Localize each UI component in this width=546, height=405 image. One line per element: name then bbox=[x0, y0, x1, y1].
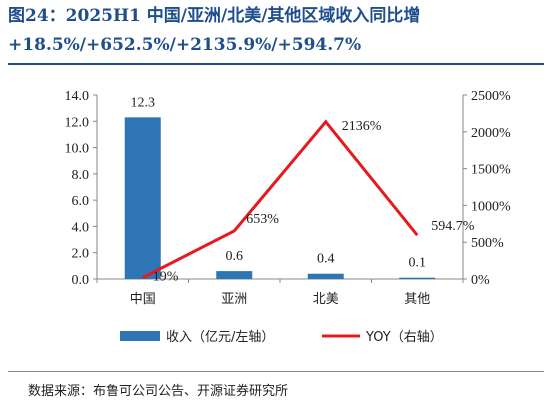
left-tick-label: 10.0 bbox=[65, 142, 90, 157]
title-line-2: +18.5%/+652.5%/+2135.9%/+594.7% bbox=[8, 35, 362, 55]
bar-data-label: 12.3 bbox=[131, 95, 156, 110]
left-tick-label: 2.0 bbox=[72, 247, 90, 262]
source-note: 数据来源：布鲁可公司公告、开源证券研究所 bbox=[28, 384, 289, 399]
line-data-label: 19% bbox=[153, 270, 179, 285]
bar-data-label: 0.4 bbox=[317, 252, 335, 267]
right-tick-label: 1000% bbox=[471, 199, 511, 214]
legend-label-bar: 收入（亿元/左轴） bbox=[166, 330, 274, 345]
bar bbox=[216, 271, 253, 279]
bar bbox=[399, 277, 436, 279]
right-tick-label: 1500% bbox=[471, 163, 511, 178]
bar-data-label: 0.6 bbox=[226, 249, 244, 264]
line-data-label: 653% bbox=[246, 212, 279, 227]
left-tick-label: 6.0 bbox=[72, 194, 90, 209]
category-label: 北美 bbox=[313, 292, 339, 307]
title-line-1: 图24：2025H1 中国/亚洲/北美/其他区域收入同比增 bbox=[8, 6, 421, 26]
title-rule bbox=[8, 63, 544, 65]
category-label: 亚洲 bbox=[221, 292, 247, 307]
left-tick-label: 12.0 bbox=[65, 115, 90, 130]
line-data-label: 2136% bbox=[342, 119, 382, 134]
bar bbox=[307, 273, 344, 279]
right-tick-label: 500% bbox=[471, 236, 504, 251]
legend-label-line: YOY（右轴） bbox=[365, 330, 443, 345]
left-tick-label: 8.0 bbox=[72, 168, 90, 183]
right-tick-label: 2000% bbox=[471, 126, 511, 141]
left-tick-label: 14.0 bbox=[65, 89, 90, 104]
right-tick-label: 0% bbox=[471, 273, 490, 288]
left-tick-label: 0.0 bbox=[72, 273, 90, 288]
category-label: 其他 bbox=[404, 292, 430, 307]
category-label: 中国 bbox=[130, 292, 156, 307]
bar bbox=[124, 117, 161, 279]
figure-title: 图24：2025H1 中国/亚洲/北美/其他区域收入同比增 +18.5%/+65… bbox=[8, 4, 542, 58]
left-tick-label: 4.0 bbox=[72, 220, 90, 235]
yoy-line bbox=[142, 119, 419, 279]
right-tick-label: 2500% bbox=[471, 89, 511, 104]
line-data-label: 594.7% bbox=[431, 219, 475, 234]
source-rule bbox=[8, 371, 544, 372]
chart: 0.0 2.0 4.0 6.0 8.0 10.0 12.0 14.0 0% 500% 1000% 15… bbox=[65, 89, 512, 345]
bar-data-label: 0.1 bbox=[409, 256, 427, 271]
legend-swatch-bar bbox=[120, 331, 160, 341]
